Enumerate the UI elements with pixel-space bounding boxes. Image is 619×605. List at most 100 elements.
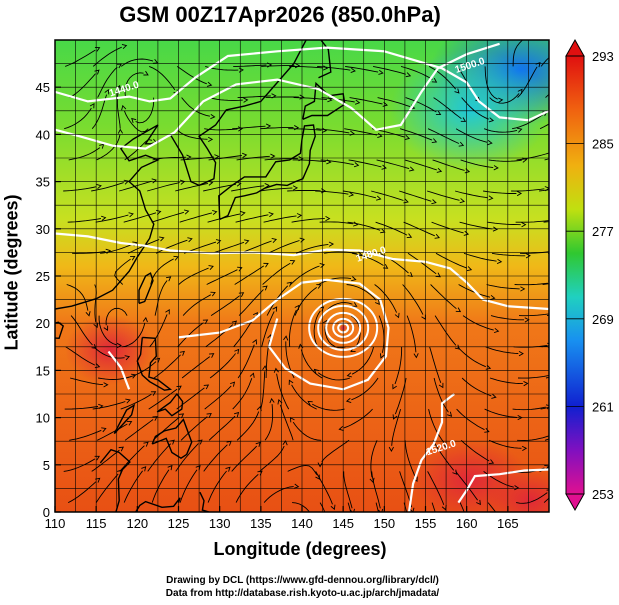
streamline [93,346,125,359]
streamline-arrowhead [215,239,222,245]
coastline [55,321,65,340]
streamline [91,94,108,129]
streamline [516,152,549,161]
streamline-arrowhead [521,222,527,228]
streamline-arrowhead [85,311,91,317]
streamline-arrowhead [273,367,279,373]
streamline [180,416,208,441]
streamline-arrowhead [378,508,384,512]
streamline [260,371,266,410]
streamline-arrowhead [236,181,242,187]
streamline-arrowhead [554,248,559,253]
streamline [539,123,549,130]
streamline [512,40,524,67]
streamline [63,458,96,472]
streamline [120,58,154,67]
coastline [99,448,131,512]
streamline [232,125,266,130]
streamline [432,159,465,171]
streamline [347,502,352,512]
streamline-arrowhead [116,63,122,69]
streamline-arrowhead [380,228,386,234]
y-tick-label: 45 [36,80,50,95]
streamline-arrowhead [523,381,529,387]
colorbar-tick-label: 269 [592,312,614,327]
streamline-arrowhead [549,218,553,223]
streamline [517,374,549,379]
streamline-arrowhead [463,230,470,236]
streamline [152,416,180,441]
streamline-arrowhead [454,88,460,94]
streamline-arrowhead [460,117,467,122]
streamline [429,346,442,383]
streamline-arrowhead [404,134,411,140]
streamline [455,128,488,143]
streamline [483,128,518,133]
streamline-arrowhead [553,310,558,315]
streamline [293,97,327,101]
streamline [289,65,323,69]
streamline [91,182,124,192]
streamline-arrowhead [484,427,490,433]
streamline [460,439,490,462]
streamline [348,159,382,168]
streamline [433,97,462,120]
streamline [517,66,538,98]
streamline-arrowhead [187,237,193,243]
streamline [69,73,96,98]
streamline [210,295,240,316]
streamline-arrowhead [277,399,283,405]
streamline-arrowhead [488,195,494,201]
coastline [318,40,332,79]
streamline-arrowhead [117,128,124,134]
streamline [461,97,489,120]
streamline [97,66,118,98]
streamline-arrowhead [346,372,353,378]
streamline [374,284,398,313]
streamline [155,239,188,254]
streamline [67,481,97,503]
streamline-arrowhead [159,236,165,242]
streamline [315,471,333,505]
streamline [346,284,377,301]
streamline-arrowhead [125,398,131,404]
streamline-arrowhead [208,265,214,270]
coastline [151,418,193,460]
streamline [124,419,154,441]
streamline-arrowhead [525,253,531,259]
streamline-arrowhead [294,63,301,69]
streamline-arrowhead [413,353,419,359]
streamline-arrowhead [299,94,305,100]
streamline-arrowhead [357,251,363,257]
height-contour [55,42,500,150]
streamline [96,134,121,161]
streamline [179,212,213,223]
streamline-arrowhead [131,117,137,123]
streamline-arrowhead [152,416,158,421]
streamline [96,423,128,441]
streamline [179,469,198,503]
streamline-arrowhead [409,166,415,172]
streamline-arrowhead [141,466,147,472]
streamline-arrowhead [431,77,438,83]
streamline [235,473,259,503]
streamline [343,190,377,199]
streamline [435,252,467,269]
streamline-arrowhead [178,413,185,419]
streamline-arrowhead [89,102,95,109]
streamline-arrowhead [431,138,438,144]
y-tick-label: 35 [36,175,50,190]
streamline [400,65,433,80]
streamline-arrowhead [124,355,131,361]
streamline [487,502,497,512]
streamline [351,377,379,401]
streamline-arrowhead [349,508,355,512]
streamline [64,107,92,130]
streamline [483,190,517,194]
streamline-arrowhead [492,226,499,232]
streamline [95,473,119,503]
streamline [176,387,205,410]
streamline-arrowhead [307,400,313,406]
streamline [316,128,350,134]
streamline [404,159,437,171]
